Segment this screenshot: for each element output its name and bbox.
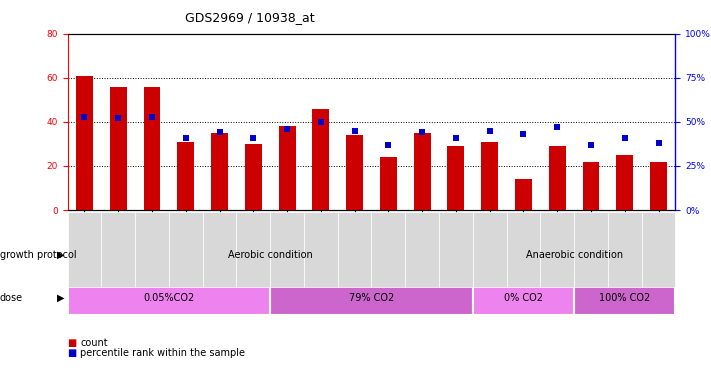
Point [146,114,158,120]
Bar [414,133,431,210]
Bar [650,162,667,210]
Text: 79% CO2: 79% CO2 [349,293,394,303]
Text: ▶: ▶ [56,293,64,303]
Point [619,135,631,141]
Point [653,140,664,146]
Point [112,116,124,122]
Bar [616,155,634,210]
Point [282,126,293,132]
Point [214,129,225,135]
Point [450,135,461,141]
Point [585,142,597,148]
Point [383,142,394,148]
Bar [245,144,262,210]
Text: ■: ■ [68,338,77,348]
Point [417,129,428,135]
Point [247,135,259,141]
Text: growth protocol: growth protocol [0,250,77,260]
Point [484,128,496,134]
Bar [582,162,599,210]
Point [349,128,360,134]
Point [518,131,529,137]
Bar [144,87,161,210]
Text: count: count [80,338,108,348]
Bar [177,142,194,210]
Point [180,135,191,141]
Point [315,119,326,125]
Bar [312,109,329,210]
Text: GDS2969 / 10938_at: GDS2969 / 10938_at [185,11,315,24]
Text: Aerobic condition: Aerobic condition [228,250,313,260]
Bar [549,146,566,210]
Bar [211,133,228,210]
Bar [279,126,296,210]
Bar [481,142,498,210]
Bar [76,76,93,210]
Bar [109,87,127,210]
Text: 100% CO2: 100% CO2 [599,293,651,303]
Text: ■: ■ [68,348,77,358]
Bar [346,135,363,210]
Bar [447,146,464,210]
Point [79,114,90,120]
Text: ▶: ▶ [56,250,64,260]
Point [552,124,563,130]
Text: Anaerobic condition: Anaerobic condition [525,250,623,260]
Text: 0.05%CO2: 0.05%CO2 [143,293,195,303]
Text: percentile rank within the sample: percentile rank within the sample [80,348,245,358]
Text: 0% CO2: 0% CO2 [504,293,543,303]
Bar [515,179,532,210]
Text: dose: dose [0,293,23,303]
Bar [380,157,397,210]
